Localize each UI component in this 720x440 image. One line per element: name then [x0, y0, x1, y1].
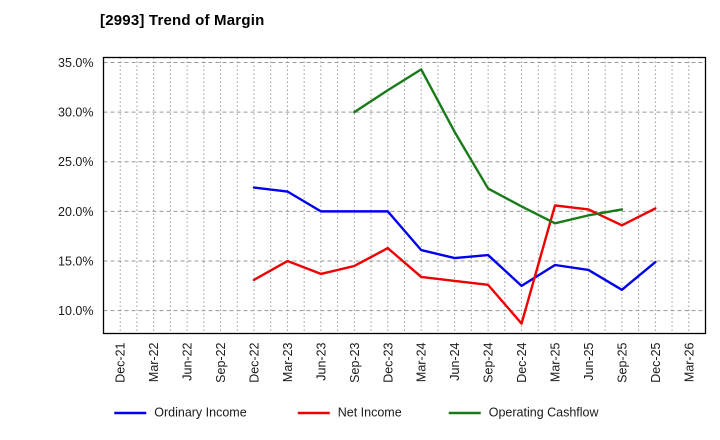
x-tick-label: Sep-23 — [348, 342, 362, 382]
legend-label-operating-cashflow: Operating Cashflow — [489, 405, 600, 419]
x-tick-label: Dec-25 — [649, 342, 663, 382]
x-tick-label: Dec-23 — [381, 342, 395, 382]
y-tick-label: 25.0% — [58, 155, 93, 169]
data-series-group — [252, 68, 657, 325]
x-tick-label: Sep-22 — [214, 342, 228, 382]
legend-label-net-income: Net Income — [338, 405, 402, 419]
y-tick-label: 35.0% — [58, 56, 93, 70]
x-tick-label: Mar-24 — [415, 342, 429, 382]
plot-frame — [102, 56, 707, 335]
x-tick-label: Jun-25 — [582, 342, 596, 380]
x-tick-label: Dec-21 — [114, 342, 128, 382]
y-tick-label: 15.0% — [58, 255, 93, 269]
x-tick-label: Mar-22 — [147, 342, 161, 382]
y-tick-label: 30.0% — [58, 106, 93, 120]
legend-label-ordinary-income: Ordinary Income — [154, 405, 246, 419]
x-tick-label: Jun-23 — [314, 342, 328, 380]
series-line-net-income — [252, 204, 657, 325]
gridlines-vertical-minor — [119, 57, 690, 334]
x-tick-label: Jun-22 — [181, 342, 195, 380]
gridlines-horizontal — [103, 61, 706, 312]
x-tick-label: Sep-25 — [615, 342, 629, 382]
x-tick-label: Mar-23 — [281, 342, 295, 382]
x-tick-label: Mar-25 — [549, 342, 563, 382]
chart-legend: Ordinary Income Net Income Operating Cashf… — [114, 405, 600, 419]
y-axis-labels: 10.0% 15.0% 20.0% 25.0% 30.0% 35.0% — [58, 56, 93, 318]
x-tick-label: Dec-24 — [515, 342, 529, 382]
y-tick-label: 10.0% — [58, 304, 93, 318]
x-tick-label: Mar-26 — [682, 342, 696, 382]
series-line-ordinary-income — [252, 186, 657, 292]
x-tick-label: Sep-24 — [482, 342, 496, 382]
series-line-operating-cashflow — [353, 68, 624, 225]
x-tick-label: Dec-22 — [248, 342, 262, 382]
y-tick-label: 20.0% — [58, 205, 93, 219]
chart-title: [2993] Trend of Margin — [100, 12, 265, 29]
x-tick-label: Jun-24 — [448, 342, 462, 380]
x-axis-labels: Dec-21 Mar-22 Jun-22 Sep-22 Dec-22 Mar-23 Jun-… — [114, 342, 697, 382]
